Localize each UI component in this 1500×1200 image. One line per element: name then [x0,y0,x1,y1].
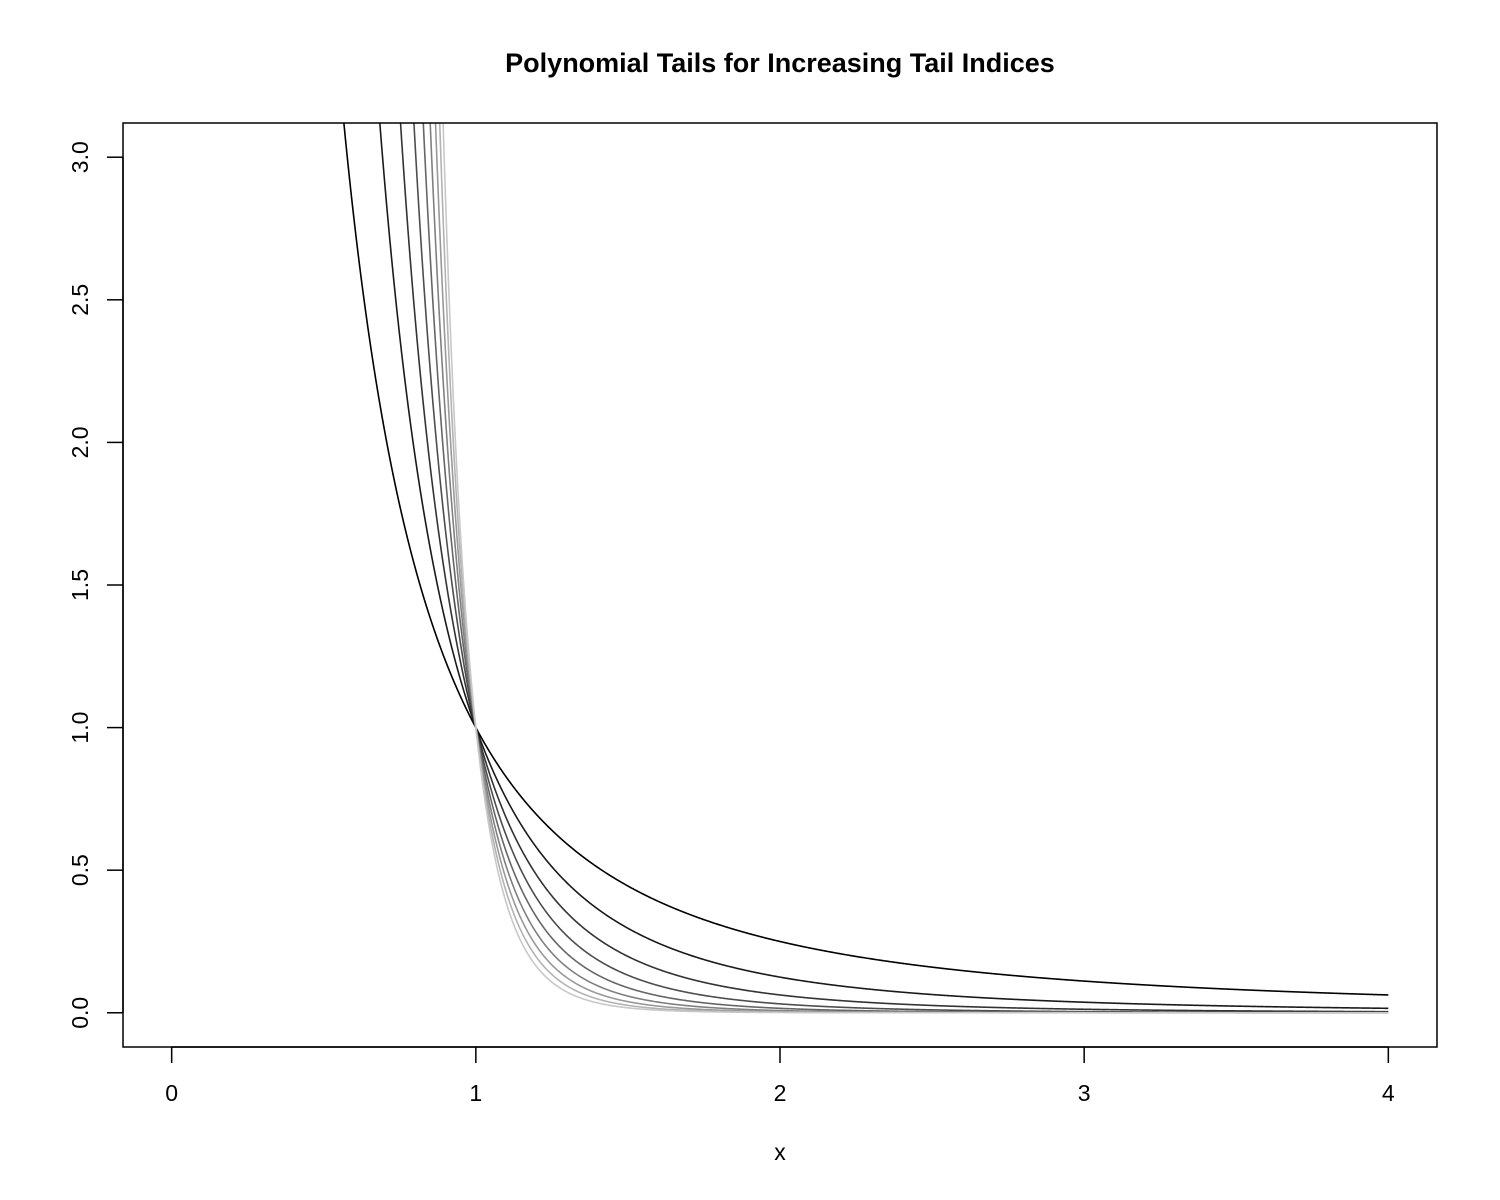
plot-frame [123,123,1437,1047]
x-axis: 0 1 2 3 4 [165,1047,1395,1106]
series-line-alpha-9 [175,0,1389,1013]
x-tick-label: 1 [469,1080,482,1106]
x-tick-label: 3 [1078,1080,1091,1106]
series-line-alpha-3 [175,0,1389,1008]
y-tick-label: 0.5 [67,854,93,886]
x-axis-label: x [774,1139,786,1165]
y-tick-label: 2.5 [67,284,93,316]
series-line-alpha-7 [175,0,1389,1013]
y-axis: 0.0 0.5 1.0 1.5 2.0 2.5 3.0 [67,141,123,1029]
chart-title: Polynomial Tails for Increasing Tail Ind… [505,48,1055,78]
x-tick-label: 2 [774,1080,787,1106]
series-layer [175,0,1389,1013]
y-tick-label: 1.5 [67,569,93,601]
series-line-alpha-10 [175,0,1389,1013]
y-tick-label: 1.0 [67,712,93,744]
series-line-alpha-4 [175,0,1389,1012]
x-tick-label: 0 [165,1080,178,1106]
y-tick-label: 0.0 [67,997,93,1029]
y-tick-label: 3.0 [67,141,93,173]
x-tick-label: 4 [1382,1080,1395,1106]
series-line-alpha-2 [175,0,1389,995]
series-line-alpha-8 [175,0,1389,1013]
series-line-alpha-5 [175,0,1389,1013]
series-line-alpha-6 [175,0,1389,1013]
y-tick-label: 2.0 [67,426,93,458]
